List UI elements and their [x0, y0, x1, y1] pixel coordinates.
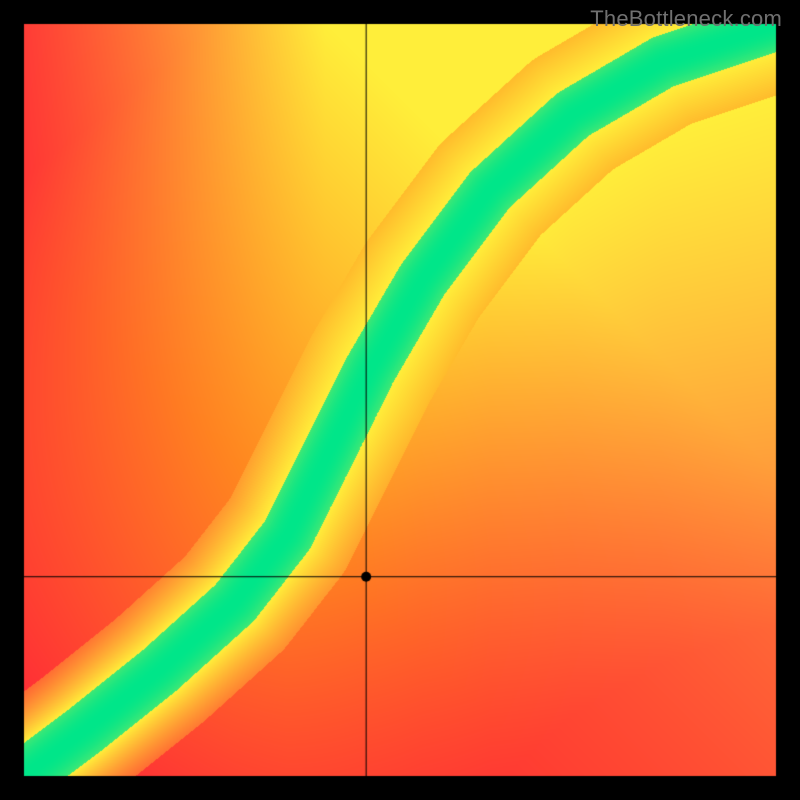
bottleneck-heatmap — [0, 0, 800, 800]
watermark-text: TheBottleneck.com — [590, 6, 782, 32]
